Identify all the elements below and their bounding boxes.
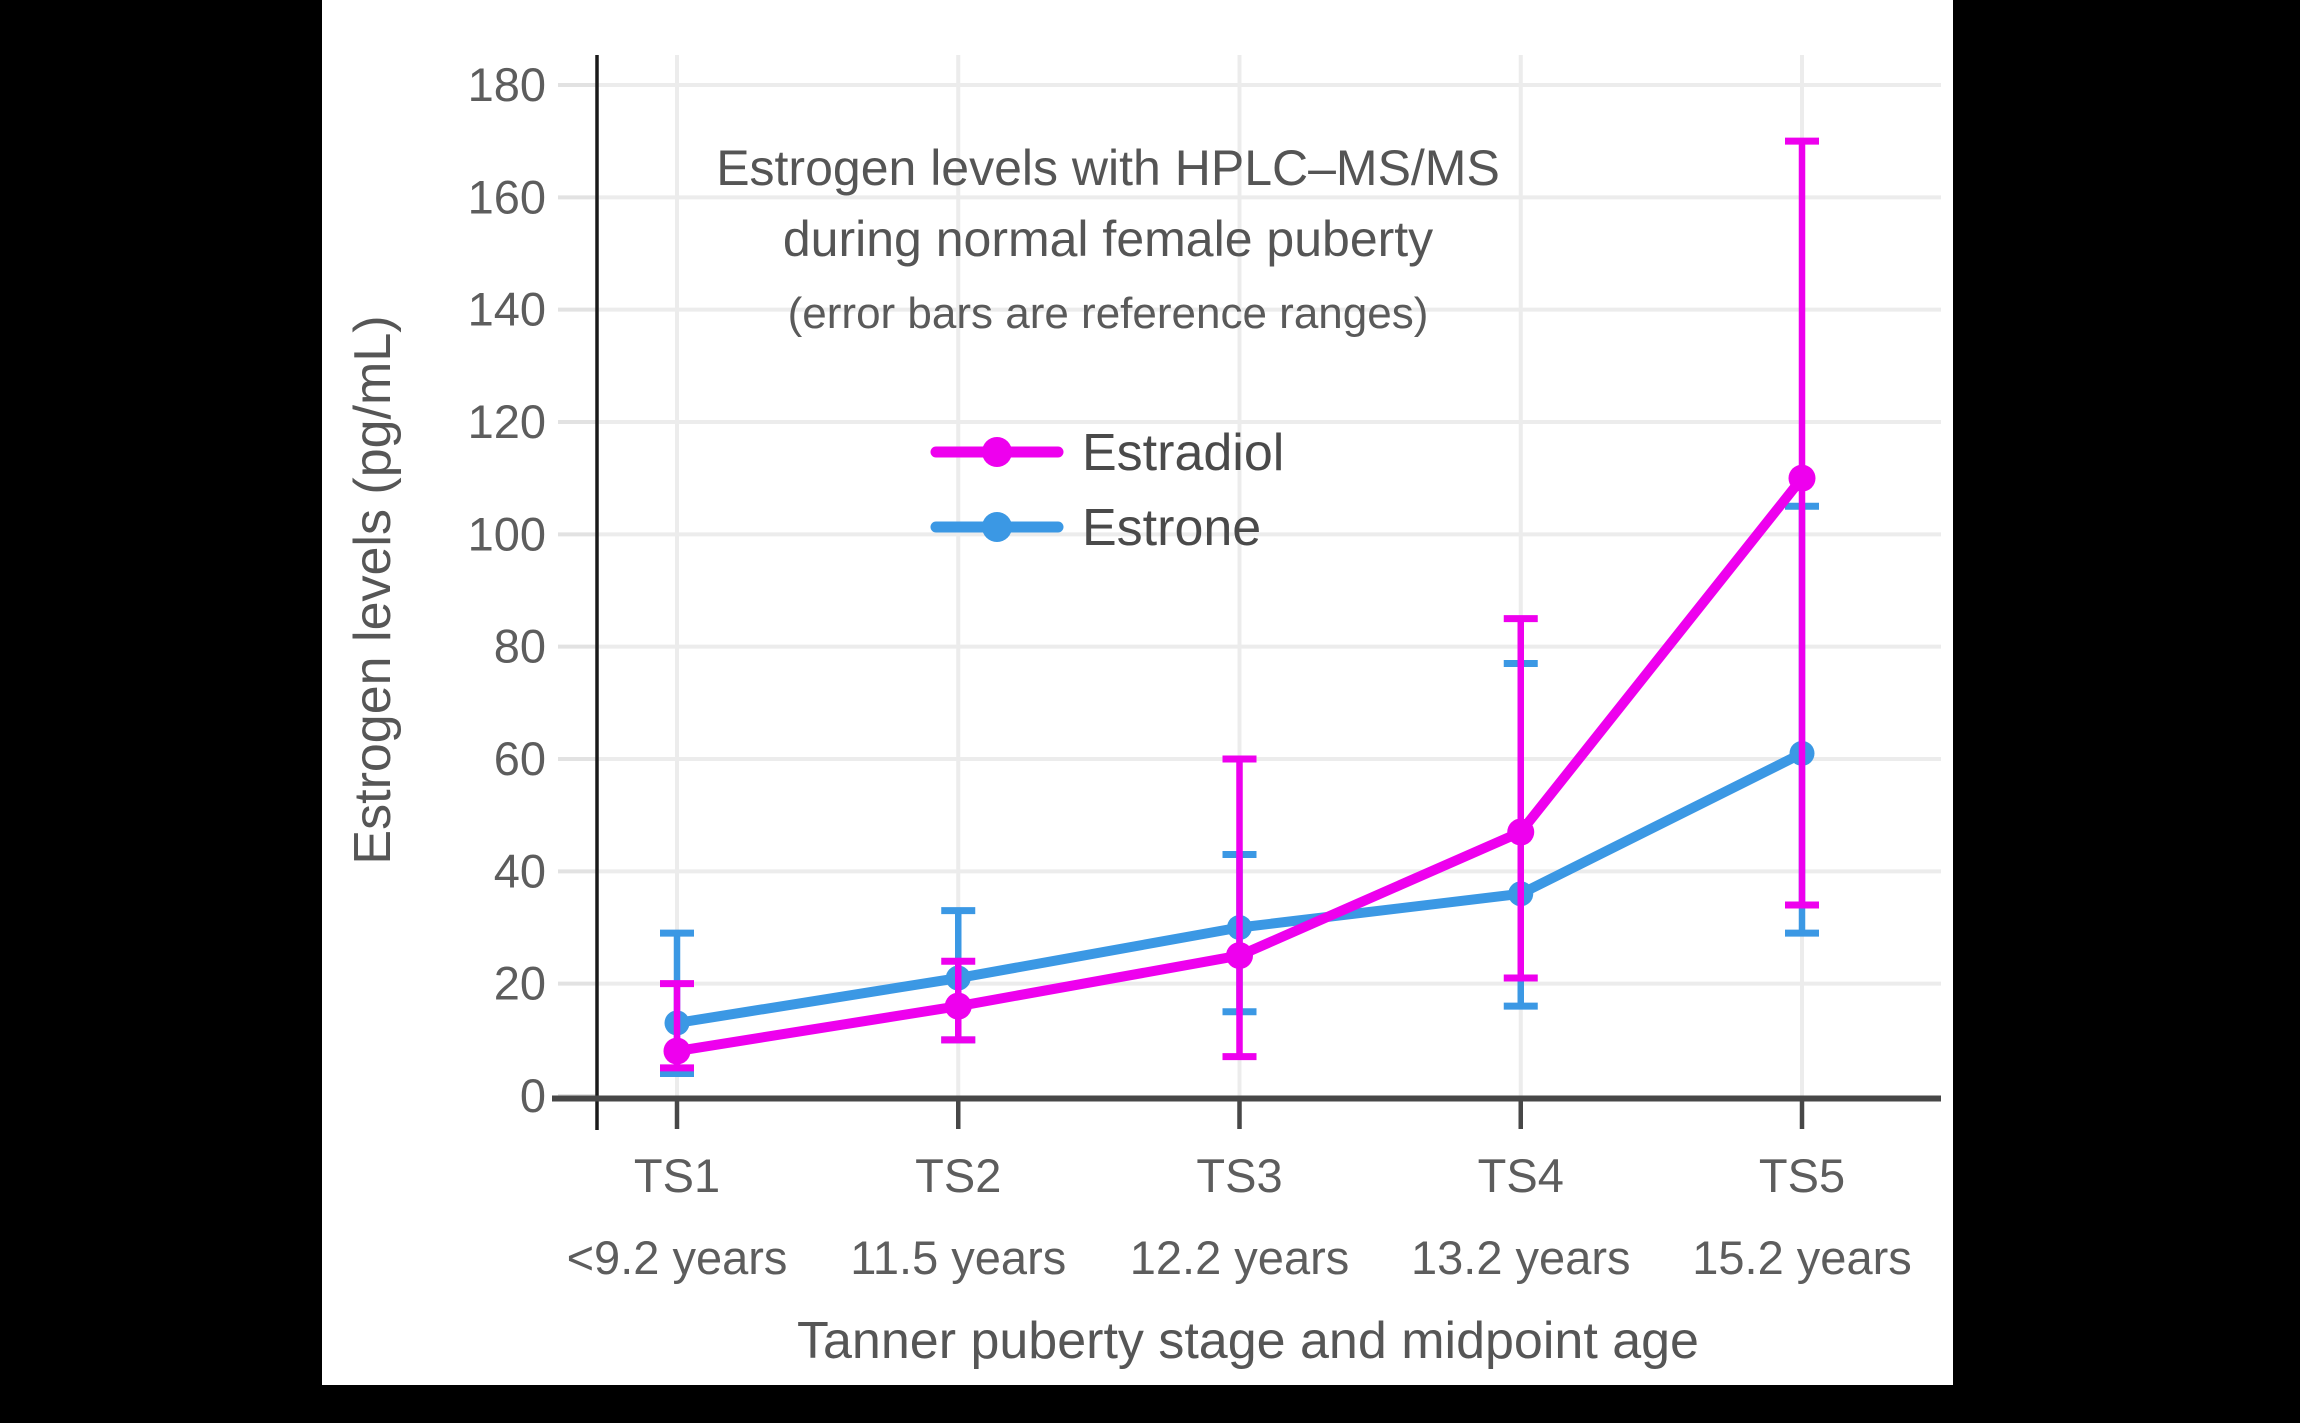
estradiol-point-TS1 <box>663 1037 691 1065</box>
x-tick-sublabel: 11.5 years <box>850 1231 1066 1284</box>
y-tick-label: 100 <box>468 507 546 560</box>
x-tick-label: TS3 <box>1196 1149 1282 1202</box>
legend: Estradiol Estrone <box>930 424 1284 557</box>
x-tick-sublabel: 15.2 years <box>1692 1231 1911 1284</box>
legend-label-estrone: Estrone <box>1082 499 1261 557</box>
y-tick-label: 60 <box>494 732 546 785</box>
x-tick-labels: TS1 <9.2 years TS2 11.5 years TS3 12.2 years T… <box>567 1149 1912 1284</box>
y-tick-label: 20 <box>494 957 546 1010</box>
estradiol-point-TS2 <box>944 992 972 1020</box>
y-axis-title: Estrogen levels (pg/mL) <box>344 315 402 864</box>
x-tick-label: TS1 <box>634 1149 720 1202</box>
x-tick-label: TS2 <box>915 1149 1001 1202</box>
y-tick-label: 120 <box>468 395 546 448</box>
chart-title-line-1: Estrogen levels with HPLC–MS/MS <box>716 140 1500 196</box>
axes <box>552 55 1941 1130</box>
x-tick-sublabel: 13.2 years <box>1411 1231 1630 1284</box>
legend-marker-point-estradiol <box>982 437 1012 467</box>
x-tick-label: TS4 <box>1478 1149 1564 1202</box>
legend-item-estrone: Estrone <box>930 499 1261 557</box>
chart-title-line-2: during normal female puberty <box>783 211 1433 267</box>
legend-item-estradiol: Estradiol <box>930 424 1284 482</box>
y-tick-label: 80 <box>494 620 546 673</box>
chart-subtitle: (error bars are reference ranges) <box>788 289 1429 338</box>
figure-canvas <box>322 0 1953 1385</box>
legend-marker-point-estrone <box>982 512 1012 542</box>
y-tick-label: 160 <box>468 170 546 223</box>
series-estradiol <box>660 137 1819 1072</box>
y-tick-label: 0 <box>520 1069 546 1122</box>
x-axis-title: Tanner puberty stage and midpoint age <box>797 1312 1699 1370</box>
data-series <box>660 137 1819 1078</box>
x-tick-label: TS5 <box>1759 1149 1845 1202</box>
y-tick-label: 40 <box>494 844 546 897</box>
estradiol-point-TS5 <box>1788 464 1816 492</box>
estradiol-point-TS4 <box>1507 818 1535 846</box>
legend-label-estradiol: Estradiol <box>1082 424 1284 482</box>
estradiol-point-TS3 <box>1226 942 1253 970</box>
x-tick-sublabel: <9.2 years <box>567 1231 788 1284</box>
x-tick-sublabel: 12.2 years <box>1130 1231 1349 1284</box>
y-tick-labels: 0 20 40 60 80 100 120 140 160 180 <box>468 58 546 1122</box>
y-tick-label: 180 <box>468 58 546 111</box>
y-tick-label: 140 <box>468 283 546 336</box>
